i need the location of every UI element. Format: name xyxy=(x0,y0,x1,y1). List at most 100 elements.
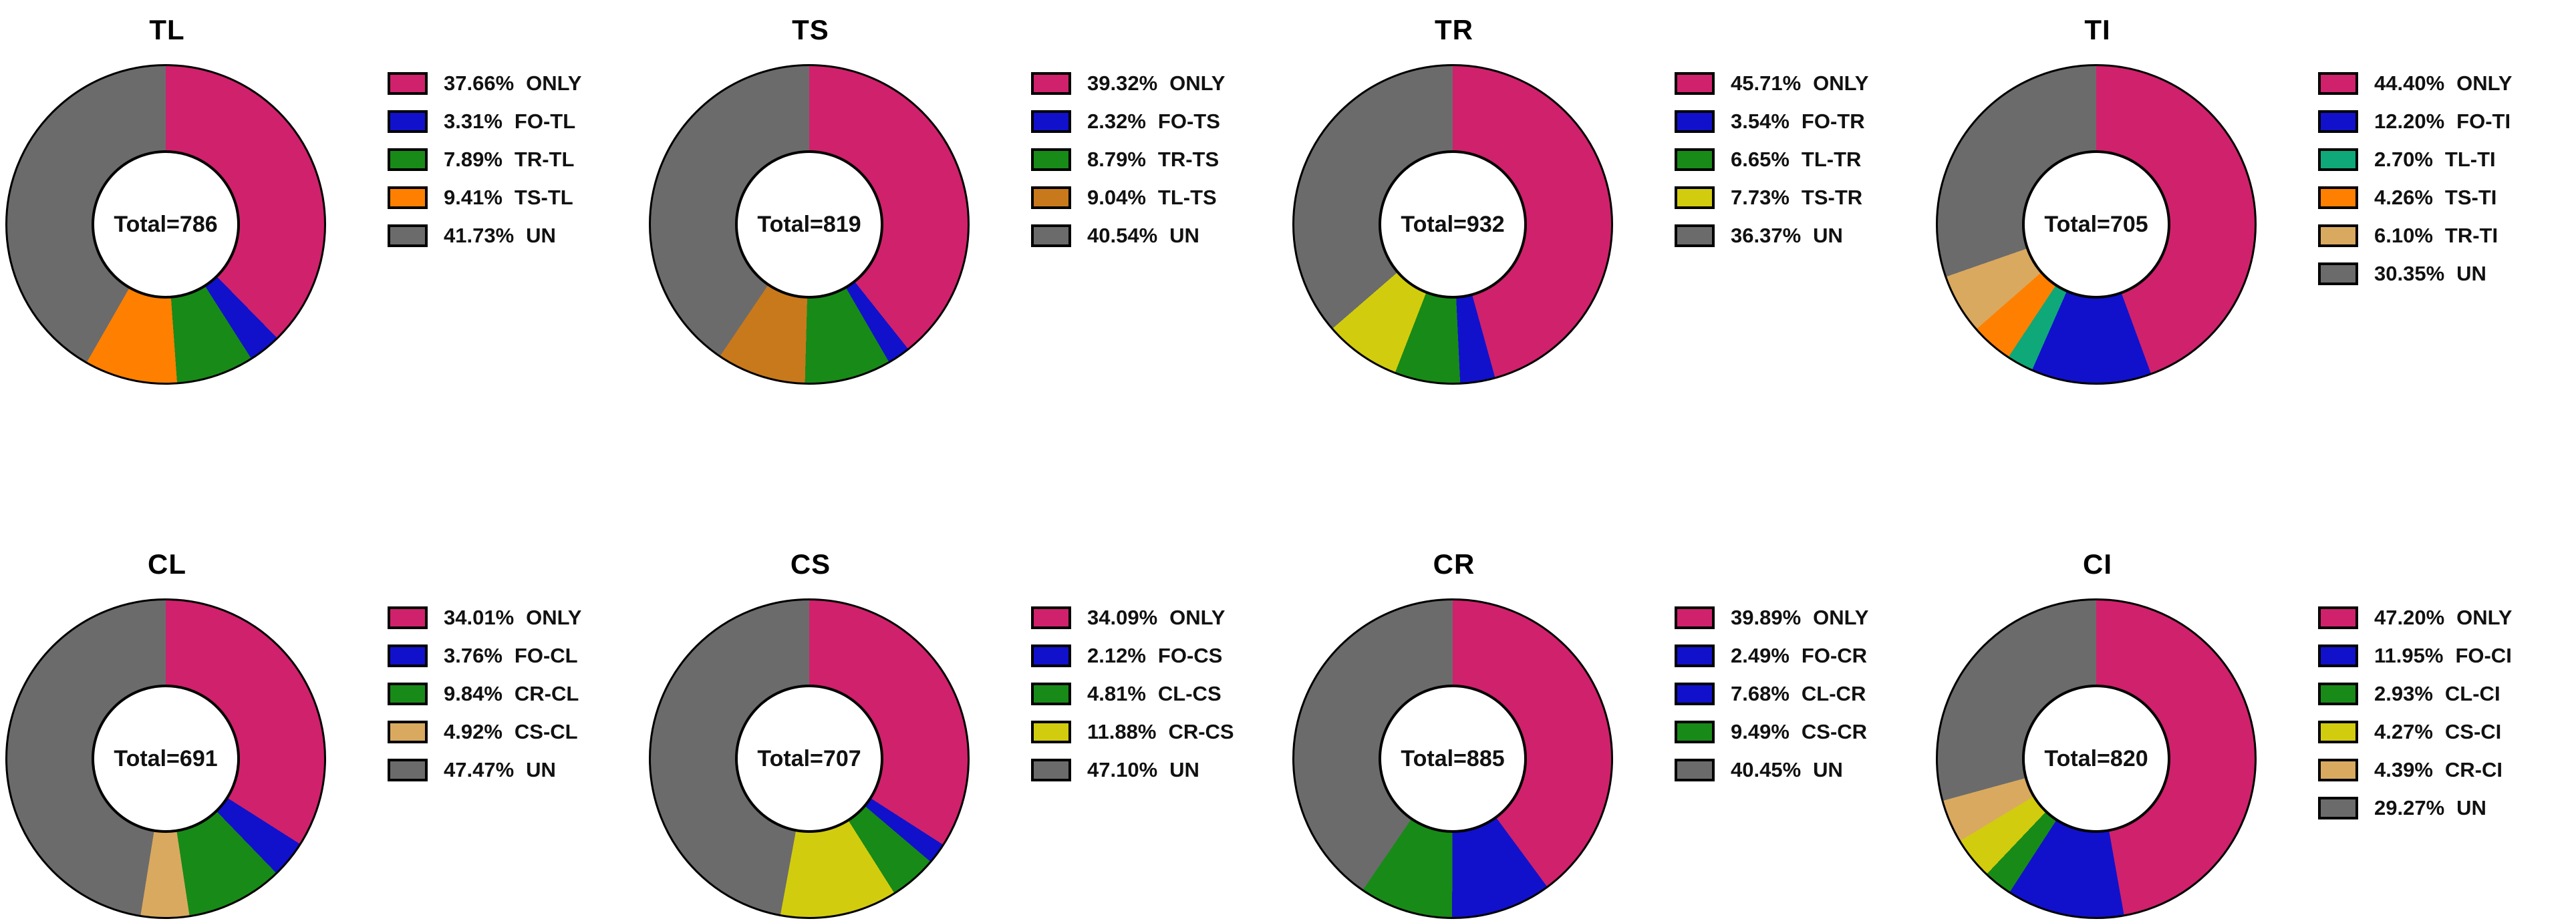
legend-label: TS-TR xyxy=(1801,186,1863,209)
legend-label: CL-CS xyxy=(1157,682,1222,705)
chart-title: CS xyxy=(790,548,831,580)
chart-title: CL xyxy=(148,548,186,580)
donut-CS: Total=707 xyxy=(649,598,970,919)
legend-item: 29.27% UN xyxy=(2318,795,2512,821)
legend: 37.66% ONLY 3.31% FO-TL 7.89% TR-TL 9.41… xyxy=(326,71,581,261)
pie-chart-cell: CR Total=885 39.89% ONLY 2.49% FO-C xyxy=(1287,548,1930,919)
donut-wrap: Total=885 xyxy=(1292,598,1613,919)
legend-label: TL-TS xyxy=(1157,186,1217,209)
legend-item: 47.20% ONLY xyxy=(2318,605,2512,630)
legend-label: TR-TI xyxy=(2444,224,2498,247)
legend-item: 9.84% CR-CL xyxy=(388,681,581,707)
legend-label: UN xyxy=(1169,224,1199,247)
legend-percent: 11.95% xyxy=(2374,644,2444,667)
donut-hole: Total=707 xyxy=(735,685,883,833)
legend-item: 12.20% FO-TI xyxy=(2318,109,2512,134)
total-label: Total=705 xyxy=(2044,211,2148,237)
legend-item: 47.47% UN xyxy=(388,757,581,783)
legend-swatch-icon xyxy=(2318,110,2358,133)
legend-label: ONLY xyxy=(526,71,582,95)
chart-title: TI xyxy=(2084,14,2111,45)
legend-label: UN xyxy=(526,758,556,781)
legend-swatch-icon xyxy=(1031,759,1071,781)
legend-item: 7.89% TR-TL xyxy=(388,147,581,172)
legend-item: 4.26% TS-TI xyxy=(2318,185,2512,210)
legend-label: CR-CI xyxy=(2444,758,2503,781)
total-label: Total=691 xyxy=(114,745,218,771)
legend-percent: 2.12% xyxy=(1087,644,1146,667)
donut-wrap: Total=707 xyxy=(649,598,970,919)
legend-swatch-icon xyxy=(1031,606,1071,629)
legend-swatch-icon xyxy=(2318,797,2358,819)
legend-label: FO-TI xyxy=(2456,110,2511,133)
donut-TR: Total=932 xyxy=(1292,64,1613,385)
legend-label: CS-CI xyxy=(2444,720,2502,743)
legend-percent: 7.89% xyxy=(444,148,503,171)
legend-item: 39.89% ONLY xyxy=(1675,605,1868,630)
legend-item: 7.68% CL-CR xyxy=(1675,681,1868,707)
donut-wrap: Total=786 xyxy=(5,64,326,385)
legend-percent: 2.32% xyxy=(1087,110,1146,133)
donut-wrap: Total=820 xyxy=(1936,598,2257,919)
legend-swatch-icon xyxy=(1031,224,1071,247)
legend-swatch-icon xyxy=(1675,721,1715,743)
legend-item: 44.40% ONLY xyxy=(2318,71,2512,96)
legend-swatch-icon xyxy=(1675,644,1715,667)
legend-label: CL-CR xyxy=(1801,682,1866,705)
legend-item: 40.54% UN xyxy=(1031,223,1225,248)
legend: 44.40% ONLY 12.20% FO-TI 2.70% TL-TI 4.2… xyxy=(2257,71,2512,299)
legend-swatch-icon xyxy=(1031,72,1071,95)
legend-percent: 4.27% xyxy=(2374,720,2433,743)
legend-swatch-icon xyxy=(1675,683,1715,705)
donut-hole: Total=885 xyxy=(1379,685,1527,833)
donut-wrap: Total=705 xyxy=(1936,64,2257,385)
legend-percent: 3.54% xyxy=(1731,110,1790,133)
legend-label: CR-CS xyxy=(1168,720,1234,743)
donut-hole: Total=819 xyxy=(735,150,883,299)
chart-title: TL xyxy=(149,14,185,45)
legend: 34.09% ONLY 2.12% FO-CS 4.81% CL-CS 11.8… xyxy=(970,605,1234,795)
legend-percent: 6.65% xyxy=(1731,148,1790,171)
legend-label: CS-CR xyxy=(1801,720,1868,743)
legend-item: 30.35% UN xyxy=(2318,261,2512,287)
legend-swatch-icon xyxy=(1031,186,1071,209)
total-label: Total=786 xyxy=(114,211,218,237)
legend-swatch-icon xyxy=(388,606,428,629)
legend: 47.20% ONLY 11.95% FO-CI 2.93% CL-CI 4.2… xyxy=(2257,605,2512,834)
legend-swatch-icon xyxy=(388,186,428,209)
donut-wrap: Total=932 xyxy=(1292,64,1613,385)
legend-percent: 39.89% xyxy=(1731,606,1802,629)
legend-swatch-icon xyxy=(1675,606,1715,629)
legend-percent: 44.40% xyxy=(2374,71,2445,95)
donut-wrap: Total=691 xyxy=(5,598,326,919)
legend-label: CR-CL xyxy=(514,682,579,705)
legend-swatch-icon xyxy=(388,72,428,95)
legend-label: TS-TL xyxy=(514,186,573,209)
legend-percent: 29.27% xyxy=(2374,796,2445,819)
legend-item: 34.09% ONLY xyxy=(1031,605,1234,630)
legend-swatch-icon xyxy=(2318,186,2358,209)
legend-label: UN xyxy=(2456,796,2486,819)
donut-hole: Total=932 xyxy=(1379,150,1527,299)
legend-percent: 12.20% xyxy=(2374,110,2445,133)
legend-label: FO-CL xyxy=(514,644,578,667)
legend-swatch-icon xyxy=(2318,606,2358,629)
legend-swatch-icon xyxy=(2318,644,2358,667)
legend-percent: 9.04% xyxy=(1087,186,1146,209)
legend-label: TL-TR xyxy=(1801,148,1862,171)
pie-chart-cell: CI Total=820 47.20% ONLY 11.95% FO- xyxy=(1930,548,2574,919)
chart-row-top: TL Total=786 37.66% ONLY 3.31% FO-T xyxy=(0,0,2576,385)
legend-percent: 39.32% xyxy=(1087,71,1158,95)
legend-label: FO-TS xyxy=(1157,110,1220,133)
chart-row-bottom: CL Total=691 34.01% ONLY 3.76% FO-C xyxy=(0,548,2576,919)
donut-CR: Total=885 xyxy=(1292,598,1613,919)
legend-label: ONLY xyxy=(1813,606,1869,629)
legend-percent: 34.01% xyxy=(444,606,515,629)
legend-percent: 3.31% xyxy=(444,110,503,133)
legend-item: 3.31% FO-TL xyxy=(388,109,581,134)
donut-CI: Total=820 xyxy=(1936,598,2257,919)
legend-swatch-icon xyxy=(1031,148,1071,171)
legend-label: ONLY xyxy=(2456,606,2513,629)
legend-percent: 2.49% xyxy=(1731,644,1790,667)
legend-percent: 4.92% xyxy=(444,720,503,743)
